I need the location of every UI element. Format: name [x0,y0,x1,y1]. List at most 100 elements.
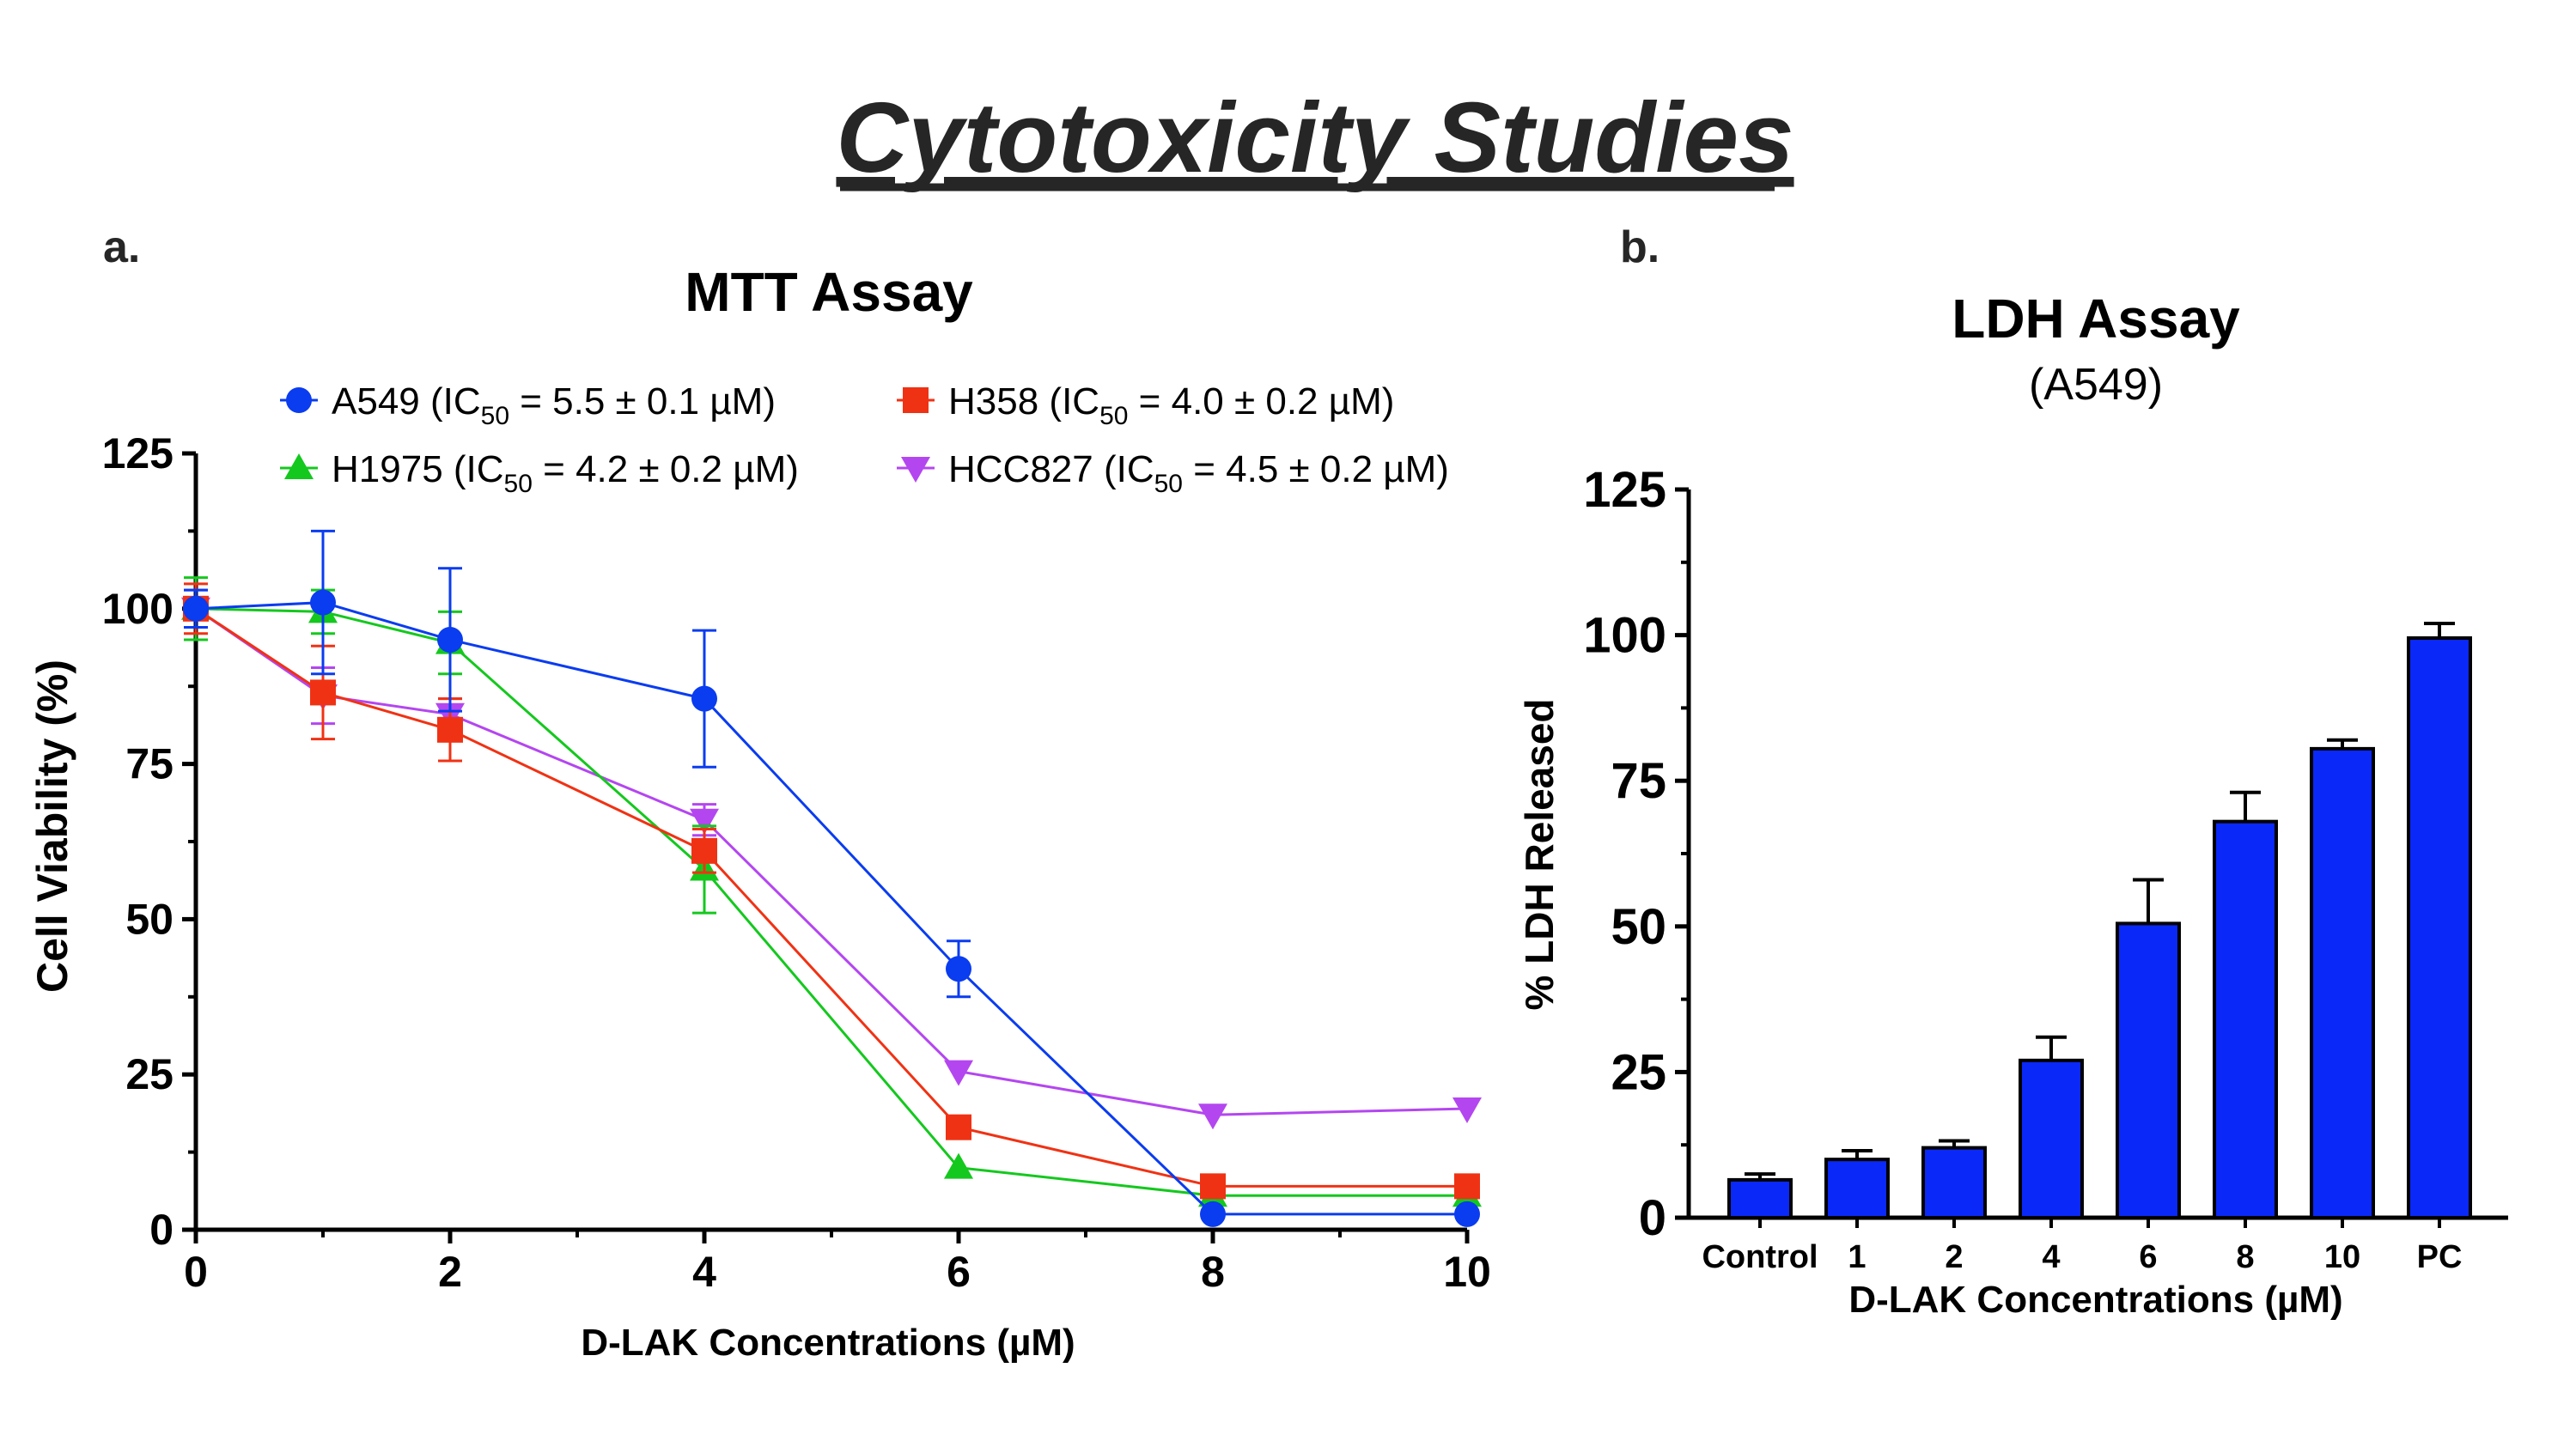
mtt-y-tick-label: 50 [125,895,174,943]
legend-text: H1975 (IC [332,448,504,490]
bar-group-2: 2 [1921,1139,1987,1275]
ldh-x-tick-label: 2 [1945,1239,1963,1275]
bar-group-1: 1 [1824,1148,1890,1275]
legend-subscript: 50 [1154,470,1183,498]
legend-item-h1975: H1975 (IC50 = 4.2 ± 0.2 µM) [280,448,799,498]
legend-text: H358 (IC [948,380,1099,423]
mtt-x-tick-label: 0 [184,1248,208,1296]
data-point-hcc827 [944,1060,973,1086]
mtt-legend: A549 (IC50 = 5.5 ± 0.1 µM) H358 (IC50 = 4… [280,380,1449,498]
ldh-y-tick-label: 50 [1611,899,1666,955]
bar-group-6: 6 [2116,878,2181,1275]
bar-group-8: 8 [2213,790,2278,1275]
legend-label-h1975: H1975 (IC50 = 4.2 ± 0.2 µM) [332,448,799,498]
series-line-h358 [195,607,1467,1188]
mtt-chart-title: MTT Assay [685,261,973,323]
legend-text: = 5.5 ± 0.1 µM) [509,380,776,423]
ldh-bar-chart: LDH Assay (A549) 0 25 50 75 100 125 Control 1 2… [1517,288,2508,1321]
legend-marker-hcc827 [901,457,930,483]
panel-a-label: a. [103,222,140,272]
legend-text: = 4.2 ± 0.2 µM) [533,448,799,490]
mtt-x-tick-label: 10 [1443,1248,1491,1296]
mtt-x-tick-label: 4 [692,1248,716,1296]
ldh-x-tick-label: 1 [1848,1239,1866,1275]
bar [2213,819,2278,1219]
data-point-hcc827 [1198,1103,1227,1130]
ldh-x-tick-label: Control [1702,1239,1818,1275]
bar-group-control: Control [1702,1172,1818,1275]
bar [1921,1146,1987,1220]
legend-label-hcc827: HCC827 (IC50 = 4.5 ± 0.2 µM) [948,448,1449,498]
series-line-a549 [195,601,1467,1216]
data-point-a549 [691,685,717,712]
mtt-y-tick-label: 25 [125,1050,174,1098]
ldh-y-tick-label: 125 [1583,462,1666,518]
legend-text: A549 (IC [332,380,481,423]
ldh-x-tick-label: 8 [2236,1239,2254,1275]
ldh-x-axis-label: D-LAK Concentrations (µM) [1848,1279,2342,1321]
data-point-h358 [1200,1173,1226,1200]
mtt-x-tick-label: 8 [1201,1248,1225,1296]
legend-item-hcc827: HCC827 (IC50 = 4.5 ± 0.2 µM) [897,448,1449,498]
ldh-chart-subtitle: (A549) [2029,360,2163,410]
ldh-x-tick-label: 10 [2324,1239,2360,1275]
mtt-y-tick-label: 100 [102,585,174,633]
ldh-y-tick-label: 100 [1583,608,1666,664]
legend-item-h358: H358 (IC50 = 4.0 ± 0.2 µM) [897,380,1394,430]
series-a549 [183,529,1480,1227]
data-point-h358 [946,1114,971,1140]
mtt-y-tick-label: 125 [102,429,174,477]
data-point-a549 [946,956,971,982]
data-point-h358 [437,716,463,743]
bar-group-pc: PC [2407,622,2472,1275]
ldh-y-axis-label: % LDH Released [1517,698,1562,1010]
legend-text: HCC827 (IC [948,448,1154,490]
series-line-hcc827 [195,607,1468,1116]
data-point-a549 [1200,1201,1226,1227]
ldh-x-tick-label: PC [2417,1239,2463,1275]
ldh-y-tick-label: 75 [1611,753,1666,809]
legend-subscript: 50 [481,402,509,430]
panel-b-label: b. [1620,222,1659,272]
bar [2407,635,2472,1219]
legend-label-a549: A549 (IC50 = 5.5 ± 0.1 µM) [332,380,776,430]
ldh-y-tick-label: 25 [1611,1044,1666,1100]
ldh-x-tick-label: 4 [2042,1239,2060,1275]
legend-label-h358: H358 (IC50 = 4.0 ± 0.2 µM) [948,380,1394,430]
legend-marker-h358 [903,387,929,413]
series-h358 [183,582,1480,1200]
legend-subscript: 50 [1099,402,1128,430]
ldh-x-tick-label: 6 [2139,1239,2157,1275]
data-point-h358 [1454,1173,1480,1200]
mtt-y-tick-label: 75 [125,740,174,788]
mtt-x-tick-label: 6 [947,1248,971,1296]
legend-item-a549: A549 (IC50 = 5.5 ± 0.1 µM) [280,380,776,430]
bar-group-10: 10 [2310,738,2375,1275]
mtt-y-axis-label: Cell Viability (%) [28,660,76,993]
legend-text: = 4.5 ± 0.2 µM) [1183,448,1449,490]
legend-subscript: 50 [504,470,533,498]
bar-group-4: 4 [2019,1035,2084,1275]
data-point-hcc827 [1452,1097,1482,1123]
data-point-h358 [310,679,336,706]
data-point-h1975 [944,1152,973,1179]
mtt-x-tick-label: 2 [438,1248,462,1296]
series-hcc827 [181,588,1482,1130]
mtt-y-tick-label: 0 [149,1206,174,1254]
bar [2310,746,2375,1219]
data-point-hcc827 [690,808,719,835]
bar [1824,1158,1890,1220]
mtt-x-axis-label: D-LAK Concentrations (µM) [581,1322,1075,1364]
data-point-h358 [691,837,717,864]
data-point-a549 [1454,1201,1480,1227]
legend-marker-a549 [286,387,312,413]
bar [2019,1058,2084,1220]
legend-text: = 4.0 ± 0.2 µM) [1128,380,1394,423]
legend-marker-h1975 [284,453,314,479]
ldh-y-tick-label: 0 [1639,1190,1666,1246]
bar [2116,921,2181,1219]
series-line-h1975 [195,607,1467,1197]
